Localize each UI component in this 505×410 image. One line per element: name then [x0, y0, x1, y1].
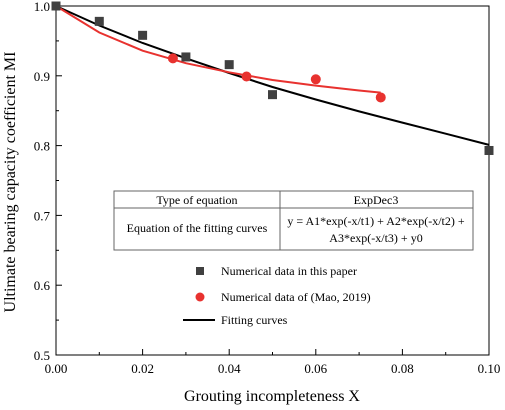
equation-table: Type of equation ExpDec3 Equation of the…	[113, 190, 474, 251]
legend-label-this-paper: Numerical data in this paper	[221, 264, 357, 278]
table-header-type: Type of equation	[156, 193, 237, 207]
x-tick-label: 0.04	[218, 361, 241, 376]
data-point-circle	[241, 71, 252, 82]
x-tick-label: 0.10	[478, 361, 501, 376]
table-cell-equation-label: Equation of the fitting curves	[127, 221, 268, 235]
x-tick-label: 0.00	[45, 361, 68, 376]
data-point-circle	[375, 92, 386, 103]
legend-label-fitting: Fitting curves	[221, 313, 288, 327]
y-axis-title: Ultimate bearing capacity coefficient MI	[2, 52, 19, 313]
table-border	[113, 190, 474, 251]
data-point-square	[484, 145, 494, 155]
y-tick-label: 0.7	[34, 208, 51, 223]
x-tick-label: 0.06	[304, 361, 327, 376]
legend-label-mao: Numerical data of (Mao, 2019)	[221, 290, 371, 304]
x-tick-label: 0.08	[391, 361, 414, 376]
curves	[55, 5, 490, 146]
data-point-circle	[310, 74, 321, 85]
y-tick-label: 0.9	[34, 69, 50, 84]
table-cell-equation-line2: A3*exp(-x/t3) + y0	[329, 231, 422, 245]
y-tick-label: 0.5	[34, 348, 50, 363]
x-tick-label: 0.02	[131, 361, 154, 376]
table-header-expdec3: ExpDec3	[354, 193, 399, 207]
axis-ticks: 0.00 0.02 0.04 0.06 0.08 0.10 0.5 0.6 0.7 0.8 0.9 1…	[34, 0, 501, 376]
legend-marker-circle	[195, 292, 205, 302]
data-point-square	[51, 1, 61, 11]
legend: Numerical data in this paper Numerical d…	[183, 264, 371, 327]
data-point-circle	[167, 53, 178, 64]
y-tick-label: 1.0	[34, 0, 50, 14]
x-axis-title: Grouting incompleteness X	[184, 388, 360, 405]
data-point-square	[138, 30, 148, 40]
data-point-square	[94, 16, 104, 26]
data-point-square	[181, 52, 191, 62]
table-cell-equation-line1: y = A1*exp(-x/t1) + A2*exp(-x/t2) +	[287, 214, 465, 228]
legend-marker-square	[196, 267, 204, 275]
y-tick-label: 0.8	[34, 139, 50, 154]
fit-curve	[55, 5, 490, 146]
data-point-square	[268, 90, 277, 100]
data-points	[51, 1, 494, 155]
data-point-square	[224, 60, 234, 70]
fit-curve	[55, 5, 381, 94]
y-tick-label: 0.6	[34, 278, 51, 293]
